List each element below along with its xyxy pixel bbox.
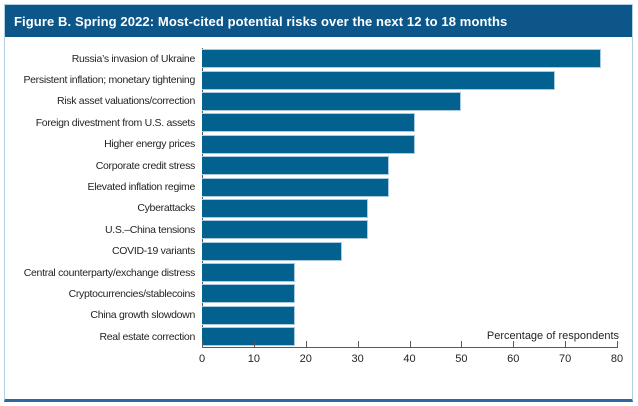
chart-row: China growth slowdown (5, 305, 632, 326)
bar (202, 327, 296, 347)
category-label: Risk asset valuations/correction (56, 95, 195, 108)
x-axis-tick (565, 341, 567, 349)
bar (202, 91, 462, 111)
bar (202, 49, 602, 69)
y-axis-line (202, 48, 203, 348)
category-label: Elevated inflation regime (87, 181, 196, 194)
x-axis-tick-label: 60 (507, 353, 520, 366)
chart-row: Central counterparty/exchange distress (5, 262, 632, 283)
x-axis-tick (253, 341, 255, 349)
bar-track (202, 69, 617, 90)
x-axis-tick (305, 341, 307, 349)
bar (202, 198, 368, 218)
figure-title: Figure B. Spring 2022: Most-cited potent… (14, 13, 508, 29)
category-label: Central counterparty/exchange distress (23, 266, 196, 279)
chart-plot-area: Russia’s invasion of Ukraine Persistent … (5, 48, 632, 348)
bar (202, 263, 296, 283)
chart-row: Higher energy prices (5, 134, 632, 155)
x-axis-tick-label: 10 (247, 353, 260, 366)
category-label: Cyberattacks (137, 202, 195, 215)
x-axis-tick-label: 40 (403, 353, 416, 366)
category-label: Cryptocurrencies/stablecoins (68, 287, 196, 300)
bar-track (202, 112, 617, 133)
category-label: Foreign divestment from U.S. assets (35, 116, 196, 129)
figure-frame: Figure B. Spring 2022: Most-cited potent… (4, 4, 633, 402)
category-label: Corporate credit stress (95, 159, 196, 172)
bar-chart: Russia’s invasion of Ukraine Persistent … (5, 48, 632, 374)
x-axis-tick (357, 341, 359, 349)
bar-track (202, 305, 617, 326)
chart-row: Cryptocurrencies/stablecoins (5, 283, 632, 304)
chart-row: Risk asset valuations/correction (5, 91, 632, 112)
x-axis-tick (202, 341, 203, 349)
x-axis-tick (617, 341, 618, 349)
bar (202, 220, 368, 240)
bar-track (202, 198, 617, 219)
chart-row: Cyberattacks (5, 198, 632, 219)
bar-track (202, 91, 617, 112)
x-axis-tick-label: 70 (559, 353, 572, 366)
x-axis: 0 10 20 30 40 50 60 70 80 (198, 341, 623, 374)
bar (202, 113, 415, 133)
category-label: COVID-19 variants (111, 245, 195, 258)
bar (202, 241, 343, 261)
bar-track (202, 134, 617, 155)
bar (202, 70, 555, 90)
x-axis-tick (461, 341, 463, 349)
bar (202, 156, 389, 176)
x-axis-tick-label: 20 (299, 353, 312, 366)
x-axis-caption: Percentage of respondents (486, 330, 619, 343)
x-axis-tick (409, 341, 411, 349)
chart-row: Elevated inflation regime (5, 176, 632, 197)
bar-track (202, 219, 617, 240)
category-label: China growth slowdown (90, 309, 195, 322)
bar-track (202, 283, 617, 304)
chart-row: Russia’s invasion of Ukraine (5, 48, 632, 69)
bar (202, 134, 415, 154)
x-axis-tick-label: 0 (198, 353, 206, 366)
bar-track (202, 262, 617, 283)
x-axis-tick-label: 80 (610, 353, 624, 366)
category-label: U.S.–China tensions (104, 223, 195, 236)
x-axis-tick (513, 341, 515, 349)
category-label: Higher energy prices (104, 138, 195, 151)
x-axis-tick-label: 50 (455, 353, 468, 366)
bar (202, 284, 296, 304)
bar (202, 177, 389, 197)
bar-track (202, 326, 617, 347)
bar-track (202, 241, 617, 262)
category-label: Real estate correction (99, 330, 195, 343)
chart-row: U.S.–China tensions (5, 219, 632, 240)
chart-row: Real estate correction (5, 326, 632, 347)
chart-row: Corporate credit stress (5, 155, 632, 176)
chart-row: Persistent inflation; monetary tightenin… (5, 69, 632, 90)
category-label: Russia’s invasion of Ukraine (71, 52, 196, 65)
chart-row: Foreign divestment from U.S. assets (5, 112, 632, 133)
category-label: Persistent inflation; monetary tightenin… (23, 74, 195, 87)
x-axis-tick-label: 30 (351, 353, 364, 366)
figure-title-band: Figure B. Spring 2022: Most-cited potent… (5, 5, 632, 37)
bar-track (202, 155, 617, 176)
bar-track (202, 176, 617, 197)
bar (202, 305, 296, 325)
chart-row: COVID-19 variants (5, 241, 632, 262)
bar-track (202, 48, 617, 69)
